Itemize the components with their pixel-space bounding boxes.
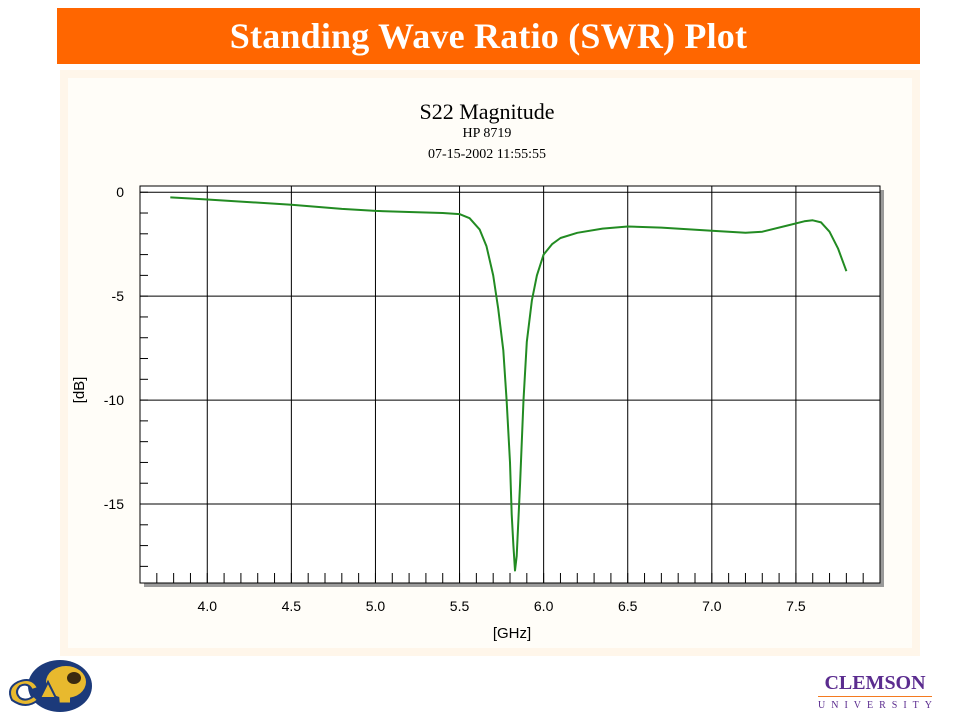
x-tick-label: 4.5 — [282, 598, 302, 614]
clemson-rule — [818, 696, 932, 697]
x-tick-label: 7.5 — [786, 598, 806, 614]
chart-subtitle-model: HP 8719 — [463, 126, 512, 141]
s22-magnitude-line — [170, 196, 848, 572]
plot-area — [139, 185, 881, 584]
slide-title-banner: Standing Wave Ratio (SWR) Plot — [57, 8, 920, 64]
chart-title: S22 Magnitude — [419, 99, 554, 124]
clemson-name: CLEMSON — [824, 672, 926, 694]
x-tick-label: 7.0 — [702, 598, 722, 614]
cal-bear-logo-icon — [9, 660, 92, 712]
x-tick-label: 6.0 — [534, 598, 554, 614]
clemson-logo: CLEMSON UNIVERSITY — [800, 672, 950, 711]
y-tick-label: -15 — [104, 496, 124, 512]
x-tick-label: 5.0 — [366, 598, 386, 614]
clemson-university: UNIVERSITY — [818, 700, 938, 711]
y-tick-label: -10 — [104, 392, 124, 408]
x-tick-label: 5.5 — [450, 598, 470, 614]
x-axis-label: [GHz] — [493, 625, 531, 642]
y-tick-label: 0 — [116, 184, 124, 200]
x-tick-label: 6.5 — [618, 598, 638, 614]
x-tick-label: 4.0 — [198, 598, 218, 614]
slide-title: Standing Wave Ratio (SWR) Plot — [229, 16, 748, 56]
y-tick-label: -5 — [112, 288, 125, 304]
chart-subtitle-timestamp: 07-15-2002 11:55:55 — [428, 147, 546, 162]
y-axis-label: [dB] — [71, 377, 88, 404]
